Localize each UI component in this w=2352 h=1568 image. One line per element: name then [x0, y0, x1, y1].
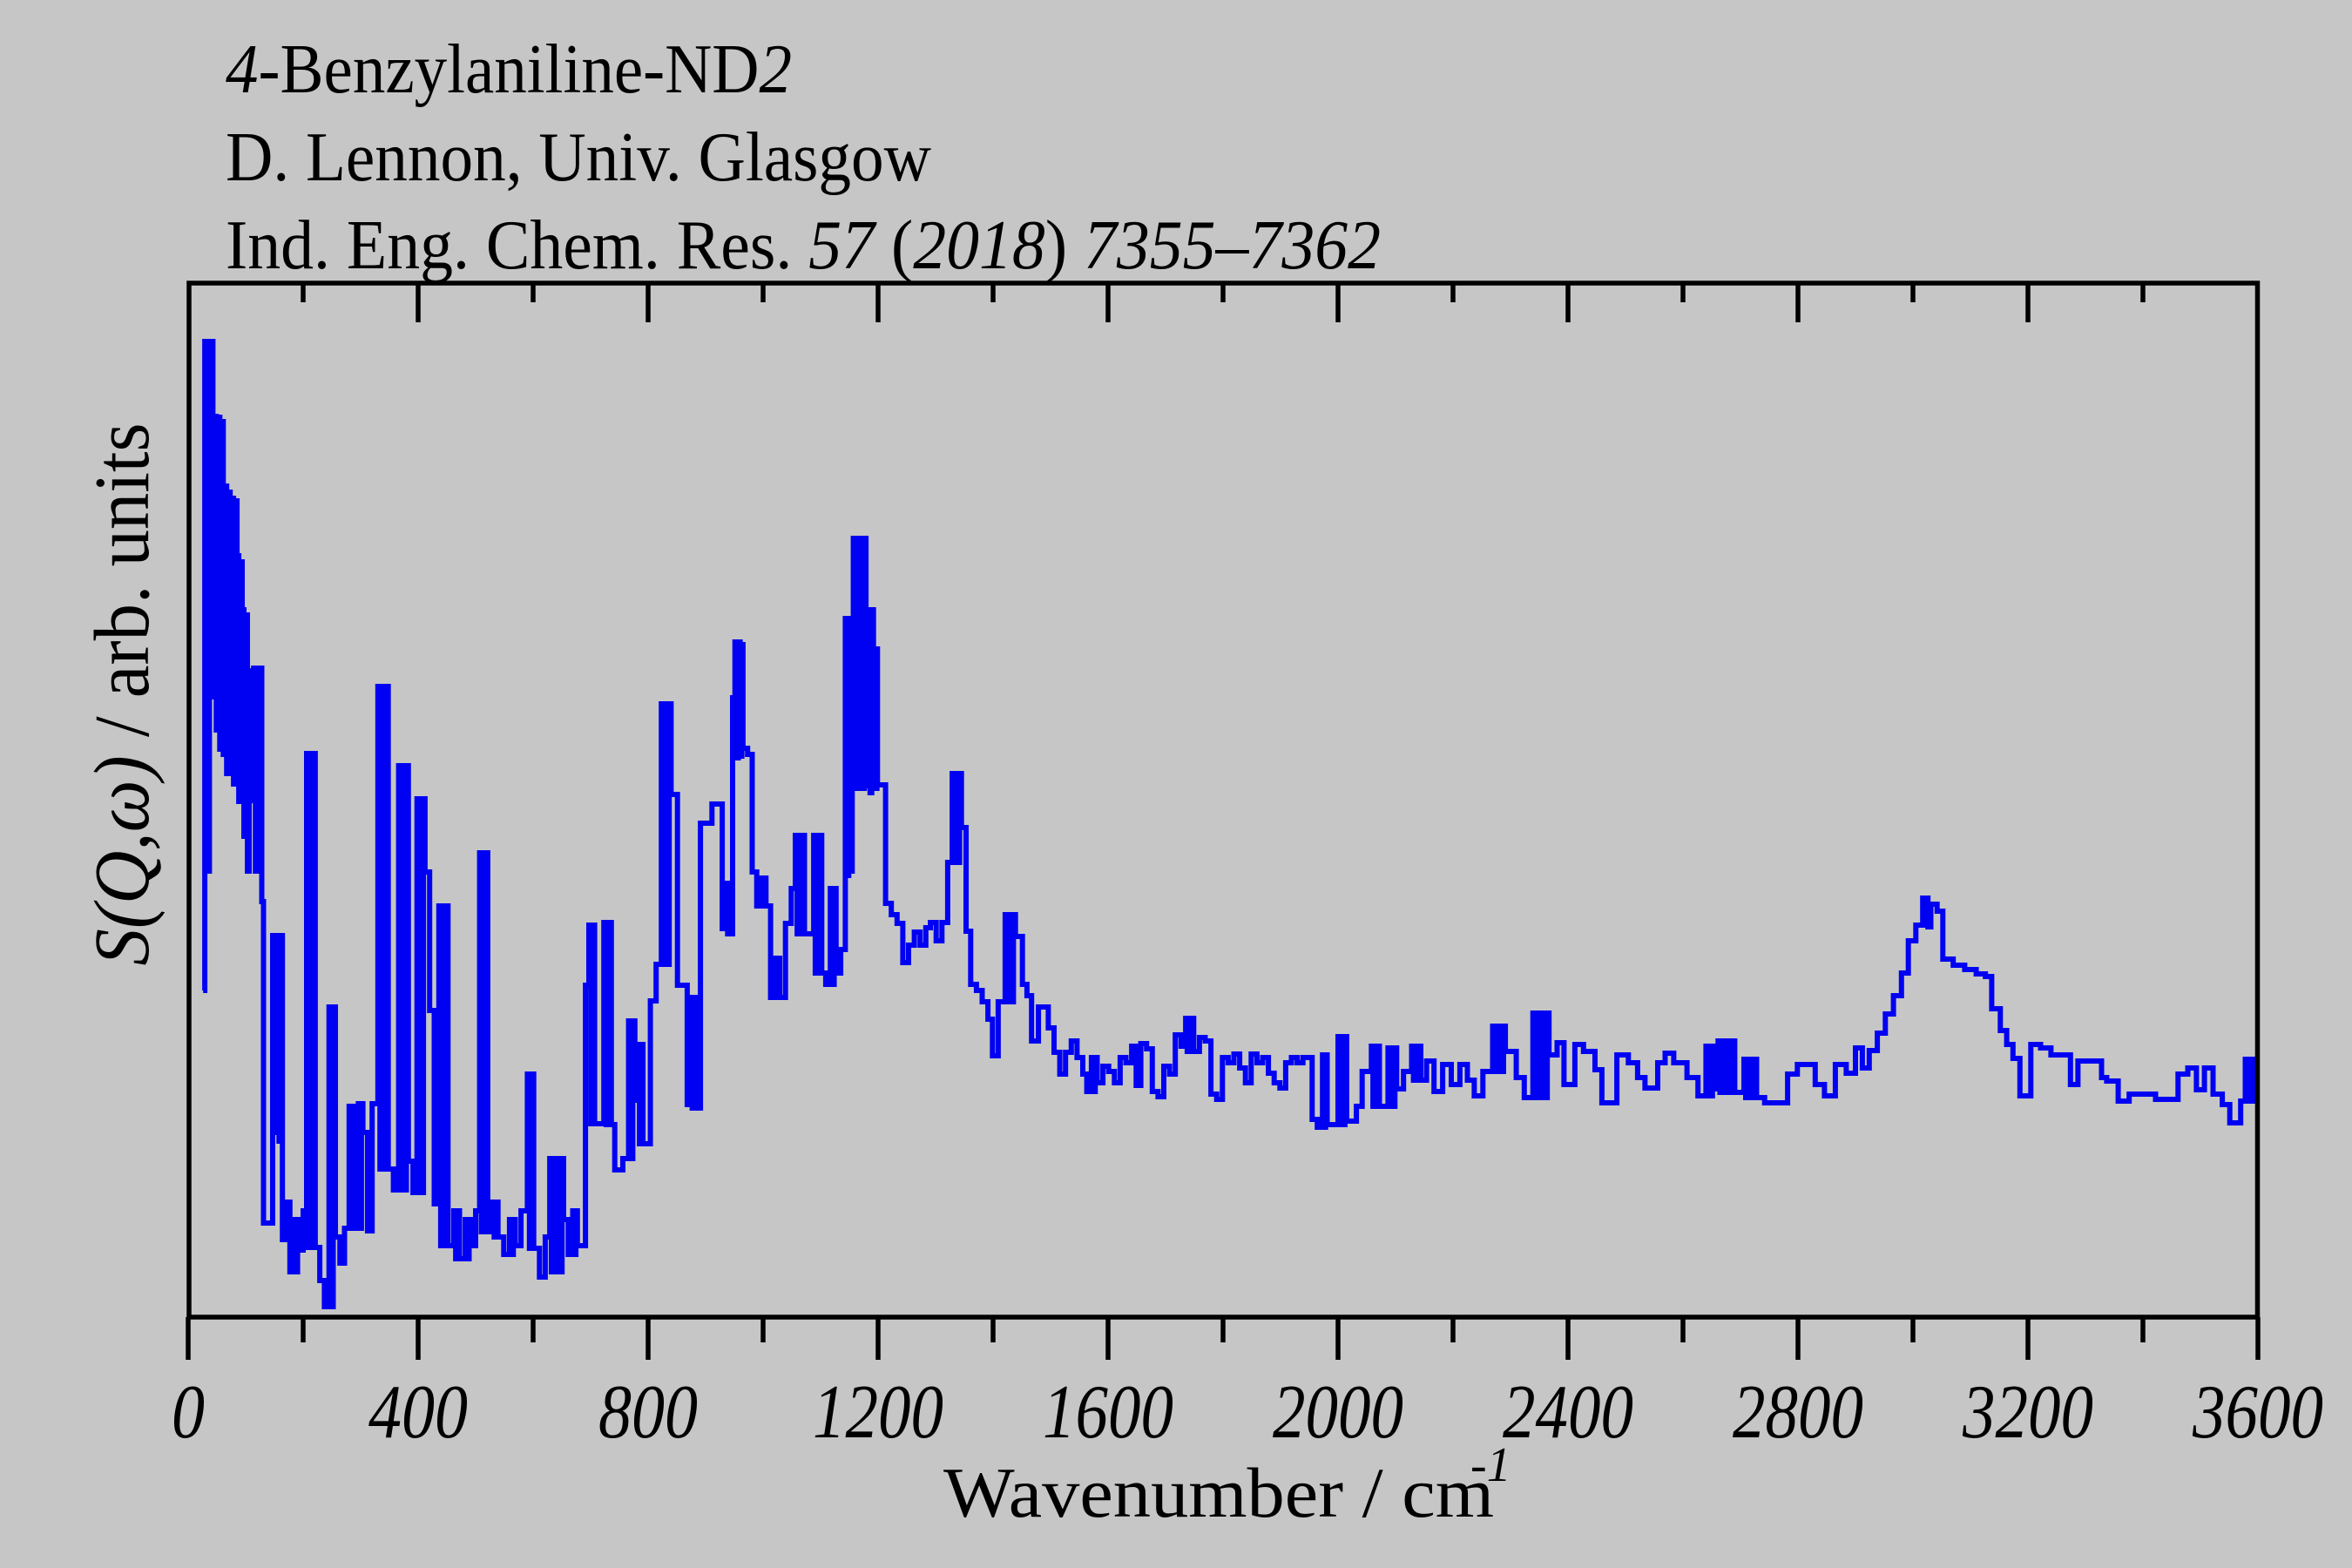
- svg-text:Ind. Eng. Chem. Res. 57 (2018): Ind. Eng. Chem. Res. 57 (2018) 7355–7362: [226, 207, 1381, 284]
- svg-text:3200: 3200: [1962, 1370, 2093, 1455]
- svg-text:800: 800: [598, 1370, 698, 1455]
- svg-text:-1: -1: [1470, 1438, 1511, 1492]
- svg-text:D. Lennon, Univ. Glasgow: D. Lennon, Univ. Glasgow: [226, 119, 931, 196]
- svg-text:1200: 1200: [813, 1370, 943, 1455]
- svg-text:3600: 3600: [2192, 1370, 2323, 1455]
- svg-text:2000: 2000: [1273, 1370, 1403, 1455]
- svg-text:Wavenumber / cm: Wavenumber / cm: [943, 1453, 1494, 1532]
- svg-text:0: 0: [172, 1370, 205, 1455]
- svg-text:1600: 1600: [1043, 1370, 1173, 1455]
- svg-text:2400: 2400: [1503, 1370, 1633, 1455]
- svg-text:S(Q,ω) / arb. units: S(Q,ω) / arb. units: [79, 423, 166, 966]
- svg-text:400: 400: [368, 1370, 468, 1455]
- svg-text:2800: 2800: [1733, 1370, 1863, 1455]
- svg-text:4-Benzylaniline-ND2: 4-Benzylaniline-ND2: [226, 31, 792, 108]
